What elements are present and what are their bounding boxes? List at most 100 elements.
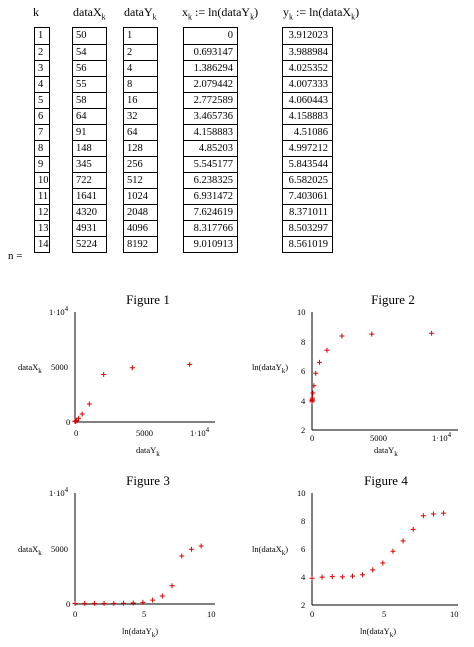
scatter-point xyxy=(329,574,335,580)
figure-3: Figure 3 1·104 5000 0 0 5 10 dataXk ln(d… xyxy=(18,473,216,639)
figure-1-ylabel: dataXk xyxy=(18,362,42,375)
scatter-point xyxy=(400,538,406,544)
cell-k: 13 xyxy=(35,220,49,236)
cell-datax: 4931 xyxy=(73,220,106,236)
figure-4-ytick-4: 4 xyxy=(301,572,306,582)
scatter-point xyxy=(101,600,107,606)
cell-k: 4 xyxy=(35,76,49,92)
figure-1-xtick-right: 1·104 xyxy=(190,426,210,438)
cell-datay: 1024 xyxy=(124,188,157,204)
scatter-point xyxy=(429,330,435,336)
scatter-point xyxy=(349,573,355,579)
cell-xk: 1.386294 xyxy=(184,60,237,76)
figure-4-xtick-5: 5 xyxy=(382,609,386,619)
cell-k: 12 xyxy=(35,204,49,220)
figure-1-xlabel: dataYk xyxy=(136,445,160,458)
header-k: k xyxy=(33,5,39,19)
cell-datay: 8 xyxy=(124,76,157,92)
cell-datax: 722 xyxy=(73,172,106,188)
cell-datay: 512 xyxy=(124,172,157,188)
scatter-point xyxy=(316,359,322,365)
figure-3-ytick-zero: 0 xyxy=(66,599,70,609)
figure-4-xtick-10: 10 xyxy=(450,609,459,619)
scatter-point xyxy=(311,383,317,389)
cell-k: 10 xyxy=(35,172,49,188)
cell-xk: 9.010913 xyxy=(184,236,237,252)
figure-4-ytick-6: 6 xyxy=(301,544,305,554)
figure-1-title: Figure 1 xyxy=(126,292,170,307)
cell-yk: 4.060443 xyxy=(283,92,332,108)
cell-k: 6 xyxy=(35,108,49,124)
header-datax: dataXk xyxy=(73,5,106,22)
figure-4-markers xyxy=(309,510,447,581)
cell-datax: 50 xyxy=(76,30,87,41)
figure-3-ytick-mid: 5000 xyxy=(51,544,68,554)
cell-datax: 54 xyxy=(73,44,106,60)
cell-k: 9 xyxy=(35,156,49,172)
scatter-point xyxy=(179,553,185,559)
scatter-point xyxy=(441,510,447,516)
cell-k: 14 xyxy=(35,236,49,252)
cell-xk: 7.624619 xyxy=(184,204,237,220)
figure-2-ylabel: ln(dataYk) xyxy=(252,362,288,375)
cell-datay: 256 xyxy=(124,156,157,172)
cell-datay: 64 xyxy=(124,124,157,140)
figure-2-ytick-2: 2 xyxy=(301,425,305,435)
cell-datax: 345 xyxy=(73,156,106,172)
figure-4-ytick-8: 8 xyxy=(301,516,305,526)
cell-xk: 2.772589 xyxy=(184,92,237,108)
figure-1-markers xyxy=(72,362,193,424)
scatter-point xyxy=(370,567,376,573)
scatter-point xyxy=(159,593,165,599)
cell-datax: 58 xyxy=(73,92,106,108)
scatter-point xyxy=(309,395,315,401)
figure-1-xtick-zero: 0 xyxy=(74,428,78,438)
scatter-point xyxy=(309,575,315,581)
scatter-point xyxy=(410,526,416,532)
cell-xk: 3.465736 xyxy=(184,108,237,124)
scatter-point xyxy=(73,418,79,424)
cell-yk: 4.51086 xyxy=(283,124,332,140)
scatter-point xyxy=(420,513,426,519)
cell-xk: 0 xyxy=(227,30,233,41)
cell-xk: 4.85203 xyxy=(184,140,237,156)
cell-yk: 4.158883 xyxy=(283,108,332,124)
figure-4-xlabel: ln(dataYk) xyxy=(360,626,396,639)
scatter-point xyxy=(360,572,366,578)
scatter-point xyxy=(313,370,319,376)
figure-3-xtick-5: 5 xyxy=(142,609,146,619)
scatter-point xyxy=(169,583,175,589)
scatter-point xyxy=(198,543,204,549)
cell-xk: 2.079442 xyxy=(184,76,237,92)
cell-k: 5 xyxy=(35,92,49,108)
n-label: n = xyxy=(8,250,23,262)
figure-2-xlabel: dataYk xyxy=(374,445,398,458)
header-xk-definition: xk := ln(dataYk) xyxy=(182,5,259,22)
scatter-point xyxy=(150,597,156,603)
scatter-point xyxy=(390,548,396,554)
figure-4-ytick-10: 10 xyxy=(297,488,306,498)
cell-xk: 0.693147 xyxy=(184,44,237,60)
figure-2-title: Figure 2 xyxy=(371,292,415,307)
scatter-point xyxy=(129,365,135,371)
cell-yk: 4.997212 xyxy=(283,140,332,156)
cell-yk: 4.025352 xyxy=(283,60,332,76)
scatter-point xyxy=(324,347,330,353)
figure-2-ytick-8: 8 xyxy=(301,337,305,347)
scatter-point xyxy=(140,599,146,605)
figure-4-title: Figure 4 xyxy=(364,473,408,488)
cell-datax: 56 xyxy=(73,60,106,76)
scatter-point xyxy=(339,333,345,339)
figure-2-ytick-6: 6 xyxy=(301,366,305,376)
cell-xk: 8.317766 xyxy=(184,220,237,236)
column-yk: 3.912023 3.988984 4.025352 4.007333 4.060443… xyxy=(282,27,333,253)
cell-k: 1 xyxy=(38,30,44,41)
figure-3-xtick-10: 10 xyxy=(207,609,216,619)
scatter-point xyxy=(369,331,375,337)
cell-xk: 5.545177 xyxy=(184,156,237,172)
figure-2-markers xyxy=(309,330,435,405)
figure-1: Figure 1 1·104 5000 0 0 5000 1·104 dataX… xyxy=(18,292,215,458)
cell-datax: 1641 xyxy=(73,188,106,204)
cell-datay: 1 xyxy=(127,30,133,41)
column-xk: 0 0.693147 1.386294 2.079442 2.772589 3.46573… xyxy=(183,27,238,253)
